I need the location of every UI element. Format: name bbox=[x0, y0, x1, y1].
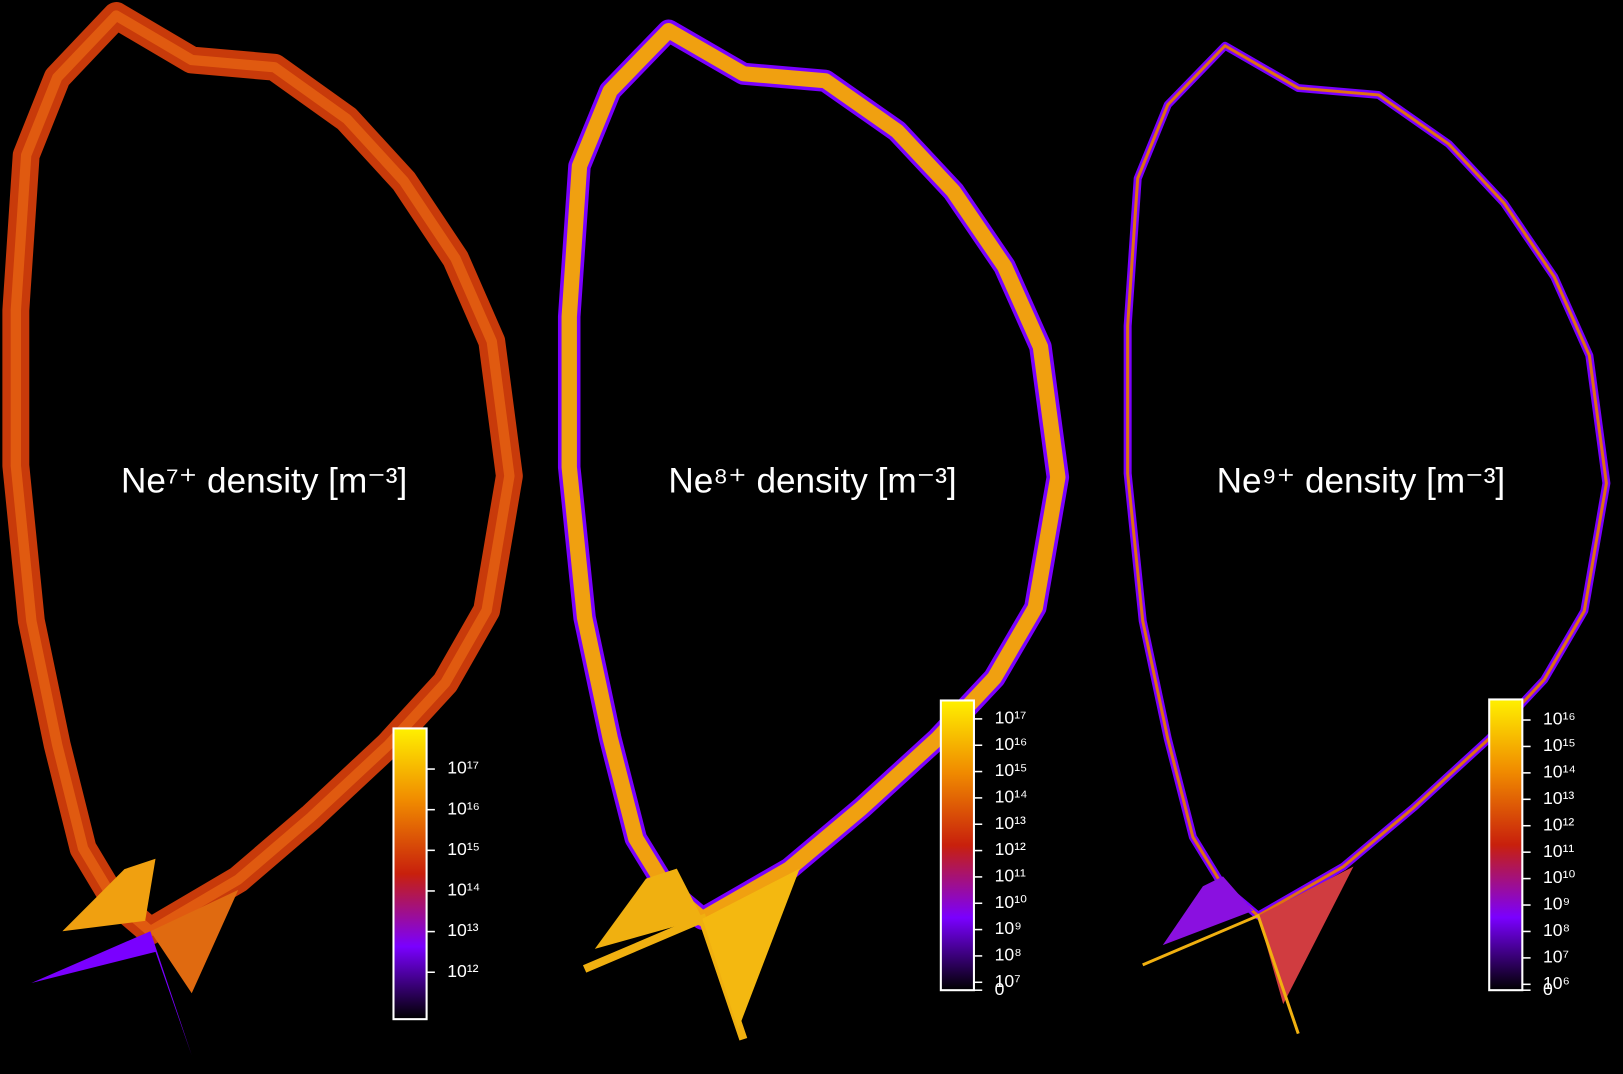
colorbar bbox=[392, 727, 428, 1021]
mesh-2 bbox=[569, 31, 1058, 1040]
tick-label: 10⁷ bbox=[1543, 947, 1569, 967]
tick-label: 10¹² bbox=[1543, 814, 1574, 834]
tick-label: 10¹⁴ bbox=[447, 880, 480, 900]
tick-label: 10⁷ bbox=[995, 971, 1021, 991]
colorbar bbox=[939, 699, 975, 992]
tick-label: 10¹⁴ bbox=[1543, 762, 1576, 782]
tick-label: 10¹² bbox=[447, 961, 478, 981]
tick-label: 10¹³ bbox=[447, 920, 478, 940]
colorbar bbox=[1488, 698, 1524, 992]
mesh-1 bbox=[16, 16, 510, 1056]
tick-label: 10⁸ bbox=[1543, 920, 1570, 940]
tick-label: 10¹⁶ bbox=[995, 734, 1028, 754]
chart-title: Ne⁷⁺ density [m⁻³] bbox=[121, 461, 407, 500]
tick-label: 10¹⁷ bbox=[995, 708, 1027, 728]
tick-label: 10¹¹ bbox=[1543, 841, 1574, 861]
tick-label: 10¹⁵ bbox=[995, 760, 1028, 780]
mesh-3 bbox=[1128, 46, 1607, 1036]
tick-label: 10¹⁰ bbox=[1543, 867, 1575, 887]
tick-label: 10¹⁵ bbox=[1543, 735, 1576, 755]
tick-label: 10⁹ bbox=[995, 918, 1022, 938]
tick-label: 10⁶ bbox=[1543, 973, 1570, 993]
tick-label: 10¹⁶ bbox=[447, 798, 480, 818]
tick-label: 10¹³ bbox=[995, 813, 1026, 833]
tick-label: 10¹⁰ bbox=[995, 892, 1027, 912]
tick-label: 0 bbox=[995, 979, 1005, 999]
tick-label: 10¹⁷ bbox=[447, 758, 479, 778]
tick-label: 10⁹ bbox=[1543, 894, 1570, 914]
tick-label: 10¹⁵ bbox=[447, 839, 480, 859]
tick-label: 10¹³ bbox=[1543, 788, 1574, 808]
tick-label: 10¹¹ bbox=[995, 866, 1026, 886]
tick-label: 10⁸ bbox=[995, 945, 1022, 965]
tick-label: 10¹² bbox=[995, 839, 1026, 859]
tick-label: 10¹⁴ bbox=[995, 787, 1028, 807]
tick-label: 10¹⁶ bbox=[1543, 709, 1576, 729]
tick-label: 0 bbox=[1543, 979, 1553, 999]
chart-title: Ne⁹⁺ density [m⁻³] bbox=[1217, 461, 1506, 500]
chart-title: Ne⁸⁺ density [m⁻³] bbox=[668, 461, 956, 500]
